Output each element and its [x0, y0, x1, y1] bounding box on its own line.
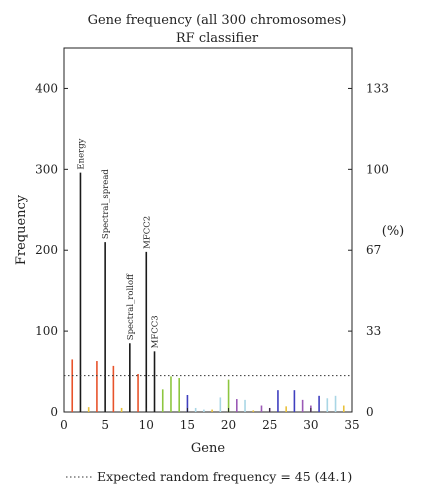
- x-tick-label: 35: [344, 418, 359, 432]
- bars-layer: [71, 172, 345, 412]
- bar-label-spectral-rolloff: Spectral_rolloff: [126, 273, 136, 340]
- bar-label-mfcc3: MFCC3: [151, 315, 161, 348]
- y-tick-label: 200: [35, 243, 58, 257]
- y-axis-label: Frequency: [14, 194, 29, 265]
- bar-label-mfcc2: MFCC2: [142, 216, 152, 249]
- chart-subtitle: RF classifier: [176, 31, 259, 46]
- y2-tick-label: 133: [366, 81, 389, 95]
- y2-tick-label: 0: [366, 405, 374, 419]
- y2-axis-ticks: 0 33 67 100 133: [348, 81, 389, 419]
- y-tick-label: 100: [35, 324, 58, 338]
- plot-frame: [63, 47, 353, 413]
- y2-tick-label: 100: [366, 162, 389, 176]
- x-tick-label: 30: [303, 418, 318, 432]
- x-tick-label: 0: [60, 418, 68, 432]
- x-tick-label: 10: [139, 418, 154, 432]
- x-tick-label: 5: [101, 418, 109, 432]
- y2-axis-label: (%): [382, 224, 405, 239]
- x-tick-label: 15: [180, 418, 195, 432]
- x-tick-label: 20: [221, 418, 236, 432]
- legend-text: Expected random frequency = 45 (44.1): [97, 469, 352, 484]
- x-axis-label: Gene: [191, 441, 225, 456]
- x-axis-ticks: 0 5 10 15 20 25 30 35: [60, 408, 360, 432]
- y-axis-ticks: 0 100 200 300 400: [35, 81, 68, 419]
- chart-title: Gene frequency (all 300 chromosomes): [88, 13, 347, 28]
- y2-tick-label: 33: [366, 324, 381, 338]
- bar-label-spectral-spread: Spectral_spread: [101, 169, 111, 240]
- bar-labels-layer: Energy Spectral_spread Spectral_rolloff MFC…: [76, 138, 160, 348]
- y-tick-label: 400: [35, 81, 58, 95]
- y-tick-label: 300: [35, 162, 58, 176]
- y-tick-label: 0: [50, 405, 58, 419]
- x-tick-label: 25: [262, 418, 277, 432]
- bar-label-energy: Energy: [76, 138, 86, 169]
- y2-tick-label: 67: [366, 243, 381, 257]
